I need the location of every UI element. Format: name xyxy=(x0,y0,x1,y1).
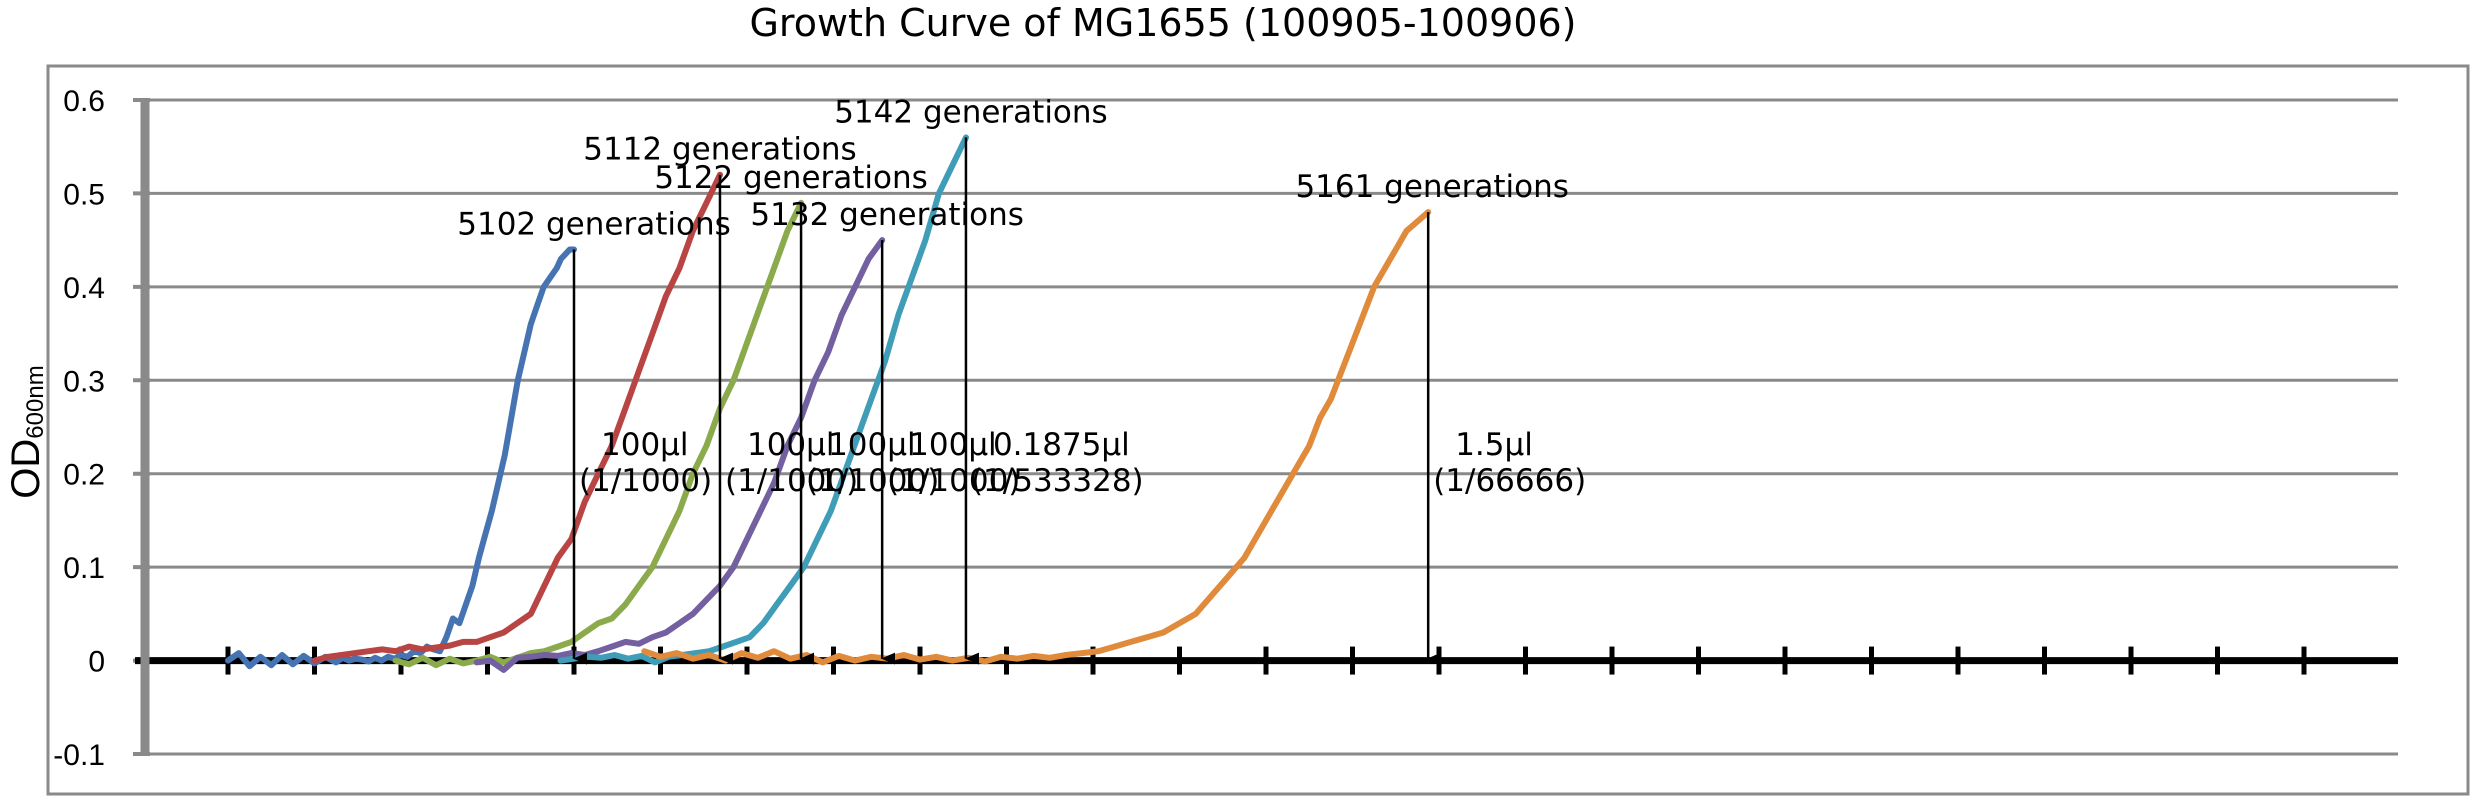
dilution-volume-label: 100μl xyxy=(828,427,916,463)
y-tick-label: 0.3 xyxy=(63,365,105,398)
generation-label: 5142 generations xyxy=(834,94,1108,130)
chart-title: Growth Curve of MG1655 (100905-100906) xyxy=(749,1,1576,45)
generation-label: 5161 generations xyxy=(1295,169,1569,205)
dilution-volume-label: 0.1875μl xyxy=(993,427,1130,463)
y-tick-label: 0 xyxy=(88,646,105,679)
series-line-1 xyxy=(225,246,577,670)
dilution-ratio-label: (1/1000) xyxy=(725,463,858,499)
dilution-ratio-label: (1/66666) xyxy=(1433,463,1586,499)
dilution-volume-label: 100μl xyxy=(909,427,997,463)
dilution-volume-label: 100μl xyxy=(747,427,835,463)
generation-label: 5102 generations xyxy=(457,206,731,242)
series-line-2 xyxy=(311,171,723,664)
series-line-5 xyxy=(557,134,969,666)
y-tick-labels: 0.6 0.5 0.4 0.3 0.2 0.1 0 -0.1 xyxy=(53,85,105,772)
y-tick-label: 0.1 xyxy=(63,552,105,585)
dilution-volume-label: 100μl xyxy=(601,427,689,463)
y-axis-label: OD600nm xyxy=(4,365,49,498)
generation-label: 5112 generations xyxy=(583,132,857,168)
dilution-volume-label: 1.5μl xyxy=(1455,427,1533,463)
dilution-ratio-label: (1/1000) xyxy=(579,463,712,499)
y-tick-label: 0.6 xyxy=(63,85,105,118)
y-tick-label: 0.4 xyxy=(63,272,105,305)
y-tick-label: 0.5 xyxy=(63,178,105,211)
plot-area-border xyxy=(46,64,2470,796)
generation-label: 5132 generations xyxy=(750,197,1024,233)
dilution-ratio-label: (1/1000) xyxy=(887,463,1020,499)
y-axis-label-subscript: 600nm xyxy=(22,365,49,438)
generation-label: 5122 generations xyxy=(654,160,928,196)
series-line-4 xyxy=(473,237,886,673)
series-line-3 xyxy=(392,199,805,669)
y-axis-label-main: OD xyxy=(4,439,48,499)
dilution-ratio-label: (1/533328) xyxy=(971,463,1144,499)
series-line-6 xyxy=(641,209,1432,666)
dilution-ratio-label: (1/1000) xyxy=(806,463,939,499)
y-tick-label: 0.2 xyxy=(63,459,105,492)
series-group xyxy=(225,134,1432,673)
y-tick-label: -0.1 xyxy=(53,739,105,772)
